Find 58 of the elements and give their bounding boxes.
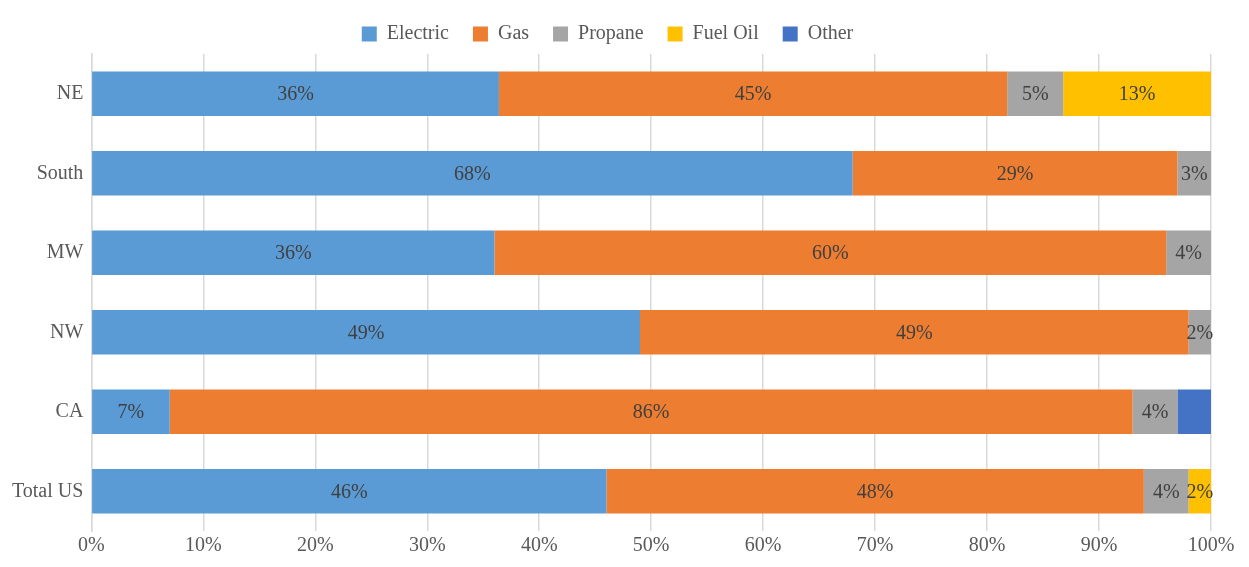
data-label: 60% — [811, 241, 849, 263]
bar — [92, 309, 640, 355]
data-label: 4% — [1141, 400, 1169, 422]
y-tick-label: NW — [50, 319, 84, 342]
x-tick-label: 80% — [968, 533, 1006, 556]
bar — [92, 71, 499, 117]
legend-label: Gas — [497, 21, 530, 44]
data-label: 45% — [734, 82, 772, 104]
y-tick-label: NE — [56, 81, 84, 103]
x-tick-label: 30% — [408, 533, 446, 556]
bar — [92, 230, 495, 276]
bar — [606, 468, 1144, 514]
legend-label: Electric — [386, 21, 450, 44]
y-tick-label: South — [36, 160, 84, 183]
x-tick-label: 70% — [856, 533, 894, 556]
bar — [494, 230, 1167, 276]
bar — [1177, 389, 1211, 435]
bar — [498, 71, 1008, 117]
bar — [639, 309, 1189, 355]
x-tick-label: 60% — [744, 533, 782, 556]
x-tick-label: 100% — [1187, 533, 1235, 556]
data-label: 13% — [1118, 82, 1156, 104]
data-label: 4% — [1152, 479, 1180, 502]
x-tick-label: 0% — [78, 533, 105, 556]
bar — [1007, 71, 1064, 117]
data-label: 3% — [1180, 161, 1208, 184]
data-label: 5% — [1021, 82, 1049, 104]
data-label: 46% — [330, 479, 368, 502]
data-label: 49% — [347, 320, 385, 343]
bar — [1063, 71, 1211, 117]
data-label: 49% — [895, 320, 933, 343]
bar — [92, 468, 607, 514]
bar — [1132, 389, 1178, 435]
data-label: 36% — [274, 241, 312, 263]
y-tick-label: MW — [46, 240, 84, 262]
legend-label: Other — [807, 21, 854, 44]
data-label: 4% — [1175, 241, 1202, 263]
legend-label: Propane — [578, 21, 644, 45]
x-tick-label: 40% — [520, 533, 558, 556]
bar — [169, 389, 1133, 435]
data-label: 7% — [117, 400, 145, 422]
y-tick-label: Total US — [11, 478, 84, 501]
y-tick-label: CA — [55, 399, 84, 421]
bar — [92, 150, 853, 196]
data-label: 29% — [996, 161, 1034, 184]
data-label: 36% — [277, 82, 314, 104]
data-label: 86% — [632, 400, 670, 422]
bar — [852, 150, 1178, 196]
x-tick-label: 10% — [185, 533, 222, 556]
x-tick-label: 90% — [1080, 533, 1118, 556]
legend-label: Fuel Oil — [692, 21, 760, 44]
data-label: 48% — [856, 479, 894, 502]
bar — [1166, 230, 1211, 276]
bar — [1143, 468, 1189, 514]
bar — [92, 389, 170, 435]
data-label: 68% — [454, 161, 491, 184]
x-tick-label: 50% — [632, 533, 670, 556]
x-tick-label: 20% — [296, 533, 334, 556]
